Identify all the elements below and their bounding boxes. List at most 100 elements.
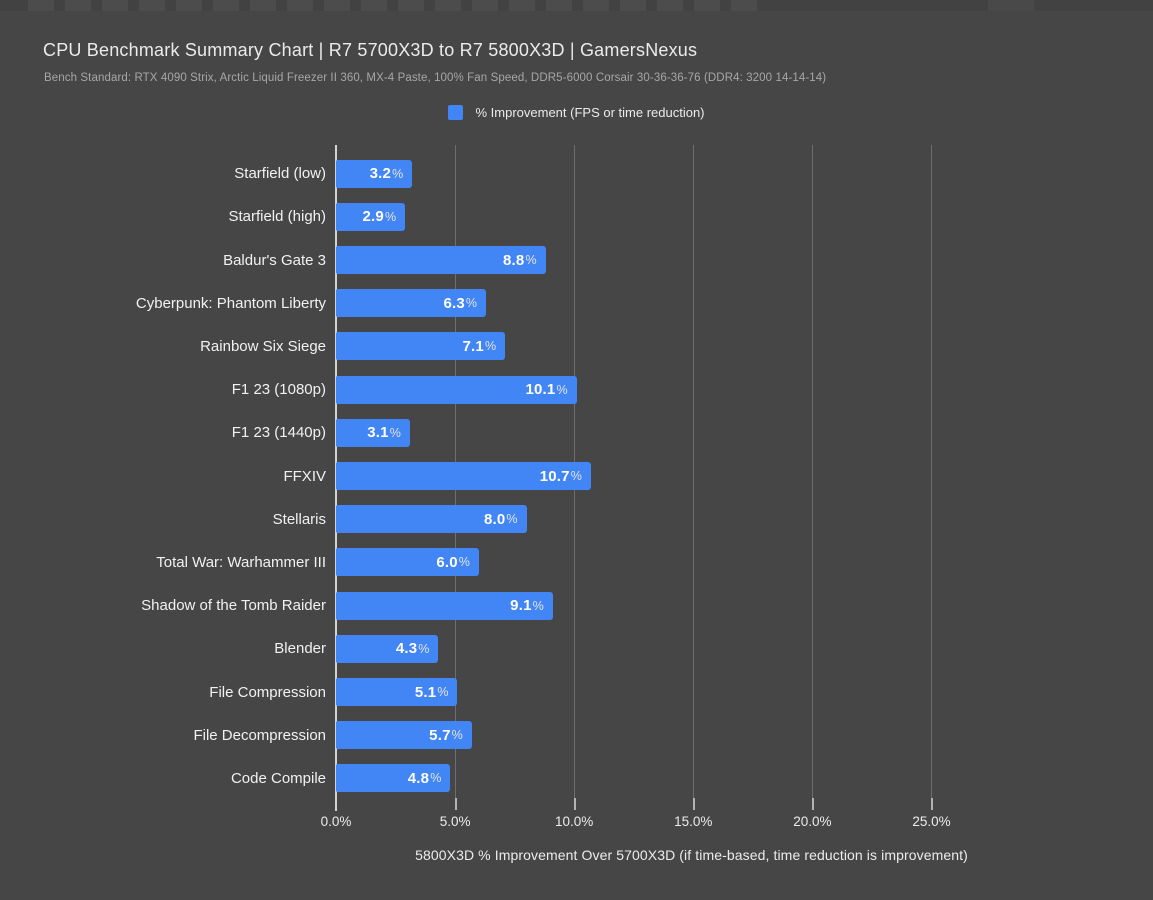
bar-value-percent-sign: % <box>556 382 568 397</box>
bar-value-percent-sign: % <box>418 641 430 656</box>
cropped-banner-artifact <box>0 0 1153 11</box>
bar: 8.8% <box>336 246 546 274</box>
x-axis-title: 5800X3D % Improvement Over 5700X3D (if t… <box>415 847 968 863</box>
chart-subtitle: Bench Standard: RTX 4090 Strix, Arctic L… <box>44 72 827 84</box>
x-tick-label: 20.0% <box>793 814 832 829</box>
bar-track: 10.7% <box>336 454 991 497</box>
category-label: File Decompression <box>193 726 326 744</box>
category-label: Total War: Warhammer III <box>156 553 326 571</box>
bar-rows: Starfield (low) 3.2% Starfield (high) 2.9% B… <box>0 152 991 800</box>
bar: 5.1% <box>336 678 458 707</box>
bar-track: 8.8% <box>336 238 991 281</box>
bar: 10.7% <box>336 462 591 491</box>
category-label: Starfield (low) <box>234 165 326 183</box>
bar-track: 7.1% <box>336 325 991 368</box>
bar-track: 4.3% <box>336 627 991 670</box>
bar-value-number: 6.3 <box>443 294 465 312</box>
chart-row: File Compression 5.1% <box>0 670 991 713</box>
bar-value-number: 6.0 <box>436 553 458 571</box>
bar-value-percent-sign: % <box>570 469 582 484</box>
bar-value-percent-sign: % <box>392 166 404 181</box>
bar-track: 9.1% <box>336 584 991 627</box>
bar-track: 3.2% <box>336 152 991 195</box>
x-tick-label: 0.0% <box>320 814 352 829</box>
x-tick-label: 10.0% <box>555 814 594 829</box>
bar-value-percent-sign: % <box>506 512 518 527</box>
chart-row: Total War: Warhammer III 6.0% <box>0 541 991 584</box>
chart-title: CPU Benchmark Summary Chart | R7 5700X3D… <box>43 40 698 60</box>
bar-value-number: 4.8 <box>407 769 430 787</box>
category-label: F1 23 (1440p) <box>231 424 326 442</box>
chart-row: Starfield (high) 2.9% <box>0 195 991 238</box>
legend: % Improvement (FPS or time reduction) <box>0 105 1153 120</box>
cropped-banner-block-right <box>988 0 1034 11</box>
cropped-banner-blocks <box>28 0 765 11</box>
category-label: File Compression <box>209 683 326 701</box>
bar-value-percent-sign: % <box>451 728 463 743</box>
bar: 3.2% <box>336 159 413 188</box>
category-label: Baldur's Gate 3 <box>223 251 326 269</box>
bar: 3.1% <box>336 418 410 447</box>
category-label: FFXIV <box>283 467 326 485</box>
category-label: Blender <box>274 640 326 658</box>
bar-value-percent-sign: % <box>458 555 470 570</box>
chart-row: Shadow of the Tomb Raider 9.1% <box>0 584 991 627</box>
chart-row: Code Compile 4.8% <box>0 757 991 800</box>
bar-track: 5.1% <box>336 670 991 713</box>
bar-value-number: 10.1 <box>525 381 556 399</box>
x-tick-labels: 0.0% 5.0% 10.0% 15.0% 20.0% 25.0% <box>321 814 991 834</box>
x-tick-label: 25.0% <box>912 814 951 829</box>
bar-value-percent-sign: % <box>525 253 537 267</box>
legend-label: % Improvement (FPS or time reduction) <box>475 105 705 120</box>
bar-value-number: 5.7 <box>429 726 451 744</box>
bar-value-number: 9.1 <box>510 597 532 615</box>
bar-value-number: 8.0 <box>483 510 506 528</box>
chart-row: F1 23 (1440p) 3.1% <box>0 411 991 454</box>
bar-value-number: 4.3 <box>395 640 418 658</box>
category-label: Rainbow Six Siege <box>200 337 326 355</box>
bar-track: 6.3% <box>336 282 991 325</box>
category-label: F1 23 (1080p) <box>231 381 326 399</box>
bar: 6.3% <box>336 289 487 318</box>
bar-track: 2.9% <box>336 195 991 238</box>
bar: 9.1% <box>336 591 553 620</box>
chart-row: Cyberpunk: Phantom Liberty 6.3% <box>0 282 991 325</box>
bar-value-number: 7.1 <box>462 337 484 355</box>
bar-value-percent-sign: % <box>484 339 497 354</box>
bar-value-number: 3.1 <box>367 424 389 442</box>
bar-value-percent-sign: % <box>384 209 397 224</box>
bar-track: 10.1% <box>336 368 991 411</box>
bar-value-number: 3.2 <box>369 165 392 183</box>
bar-value-number: 5.1 <box>414 683 437 701</box>
bar: 2.9% <box>336 202 406 231</box>
chart-row: Rainbow Six Siege 7.1% <box>0 325 991 368</box>
bar-track: 5.7% <box>336 714 991 757</box>
category-label: Stellaris <box>272 510 326 528</box>
bar: 5.7% <box>336 721 472 750</box>
category-label: Code Compile <box>230 769 326 787</box>
bar-value-percent-sign: % <box>532 598 544 613</box>
chart-row: Baldur's Gate 3 8.8% <box>0 238 991 281</box>
chart-row: File Decompression 5.7% <box>0 714 991 757</box>
category-label: Starfield (high) <box>228 208 326 226</box>
category-label: Shadow of the Tomb Raider <box>141 597 326 615</box>
bar-track: 3.1% <box>336 411 991 454</box>
bar: 7.1% <box>336 332 506 361</box>
bar-value-number: 10.7 <box>539 467 570 485</box>
bar: 10.1% <box>336 375 577 404</box>
bar-value-percent-sign: % <box>389 425 401 440</box>
bar-track: 6.0% <box>336 541 991 584</box>
legend-swatch <box>448 105 464 120</box>
bar-value-percent-sign: % <box>430 771 442 786</box>
bar-value-number: 2.9 <box>362 208 384 226</box>
chart-row: F1 23 (1080p) 10.1% <box>0 368 991 411</box>
x-tick-label: 5.0% <box>439 814 471 829</box>
bar-value-percent-sign: % <box>437 685 449 700</box>
bar: 6.0% <box>336 548 479 577</box>
chart-row: Blender 4.3% <box>0 627 991 670</box>
bar: 4.3% <box>336 634 439 663</box>
bar-track: 8.0% <box>336 498 991 541</box>
category-label: Cyberpunk: Phantom Liberty <box>135 294 326 312</box>
bar-value-number: 8.8 <box>503 251 525 269</box>
chart-row: Starfield (low) 3.2% <box>0 152 991 195</box>
